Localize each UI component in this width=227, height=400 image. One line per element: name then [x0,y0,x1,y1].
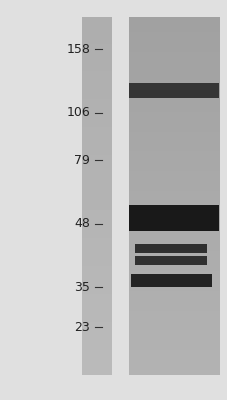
Text: 48: 48 [74,217,90,230]
Text: 23: 23 [74,321,90,334]
FancyBboxPatch shape [130,274,211,286]
FancyBboxPatch shape [135,256,207,265]
FancyBboxPatch shape [135,244,207,253]
Text: 106: 106 [66,106,90,119]
Text: 158: 158 [66,42,90,56]
Text: 79: 79 [74,154,90,167]
FancyBboxPatch shape [128,83,218,98]
FancyBboxPatch shape [128,205,218,231]
FancyBboxPatch shape [115,17,127,375]
Text: 35: 35 [74,281,90,294]
